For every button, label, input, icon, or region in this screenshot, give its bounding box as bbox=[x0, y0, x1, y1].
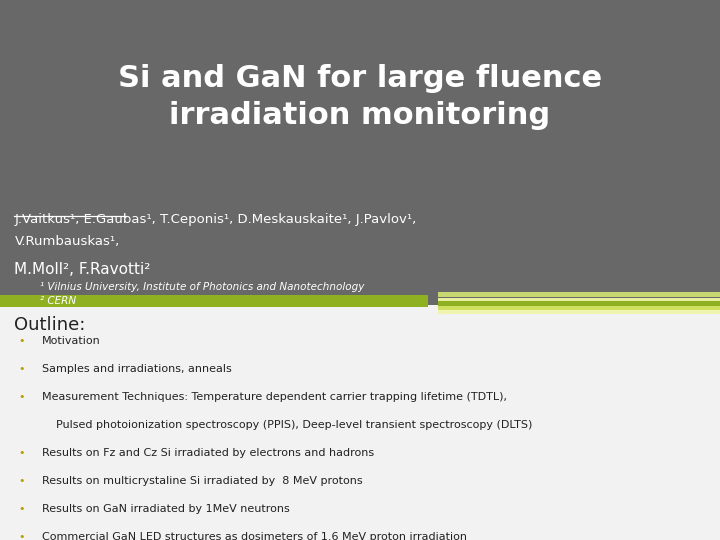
Text: •: • bbox=[18, 336, 24, 346]
Text: Outline:: Outline: bbox=[14, 316, 86, 334]
Text: Commercial GaN LED structures as dosimeters of 1.6 MeV proton irradiation: Commercial GaN LED structures as dosimet… bbox=[42, 532, 467, 540]
Text: •: • bbox=[18, 504, 24, 515]
Bar bbox=[438, 310, 720, 314]
Bar bbox=[438, 301, 720, 306]
Text: Pulsed photoionization spectroscopy (PPIS), Deep-level transient spectroscopy (D: Pulsed photoionization spectroscopy (PPI… bbox=[42, 420, 532, 430]
Text: •: • bbox=[18, 448, 24, 458]
Text: Samples and irradiations, anneals: Samples and irradiations, anneals bbox=[42, 364, 232, 374]
Text: V.Rumbauskas¹,: V.Rumbauskas¹, bbox=[14, 235, 120, 248]
Text: •: • bbox=[18, 364, 24, 374]
Text: ¹ Vilnius University, Institute of Photonics and Nanotechnology: ¹ Vilnius University, Institute of Photo… bbox=[40, 282, 364, 292]
Text: Results on GaN irradiated by 1MeV neutrons: Results on GaN irradiated by 1MeV neutro… bbox=[42, 504, 289, 515]
Text: Measurement Techniques: Temperature dependent carrier trapping lifetime (TDTL),: Measurement Techniques: Temperature depe… bbox=[42, 392, 507, 402]
Text: Results on Fz and Cz Si irradiated by electrons and hadrons: Results on Fz and Cz Si irradiated by el… bbox=[42, 448, 374, 458]
Text: M.Moll², F.Ravotti²: M.Moll², F.Ravotti² bbox=[14, 262, 150, 277]
Bar bbox=[438, 292, 720, 297]
Text: ² CERN: ² CERN bbox=[40, 296, 76, 306]
Bar bbox=[0, 0, 720, 305]
Bar bbox=[0, 295, 428, 307]
Bar bbox=[0, 305, 720, 540]
Text: Results on multicrystaline Si irradiated by  8 MeV protons: Results on multicrystaline Si irradiated… bbox=[42, 476, 362, 487]
Bar bbox=[438, 298, 720, 301]
Bar bbox=[438, 306, 720, 310]
Text: •: • bbox=[18, 392, 24, 402]
Text: Si and GaN for large fluence
irradiation monitoring: Si and GaN for large fluence irradiation… bbox=[118, 64, 602, 130]
Text: Motivation: Motivation bbox=[42, 336, 101, 346]
Text: •: • bbox=[18, 476, 24, 487]
Text: J.Vaitkus¹, E.Gaubas¹, T.Ceponis¹, D.Meskauskaite¹, J.Pavlov¹,: J.Vaitkus¹, E.Gaubas¹, T.Ceponis¹, D.Mes… bbox=[14, 213, 417, 226]
Text: •: • bbox=[18, 532, 24, 540]
